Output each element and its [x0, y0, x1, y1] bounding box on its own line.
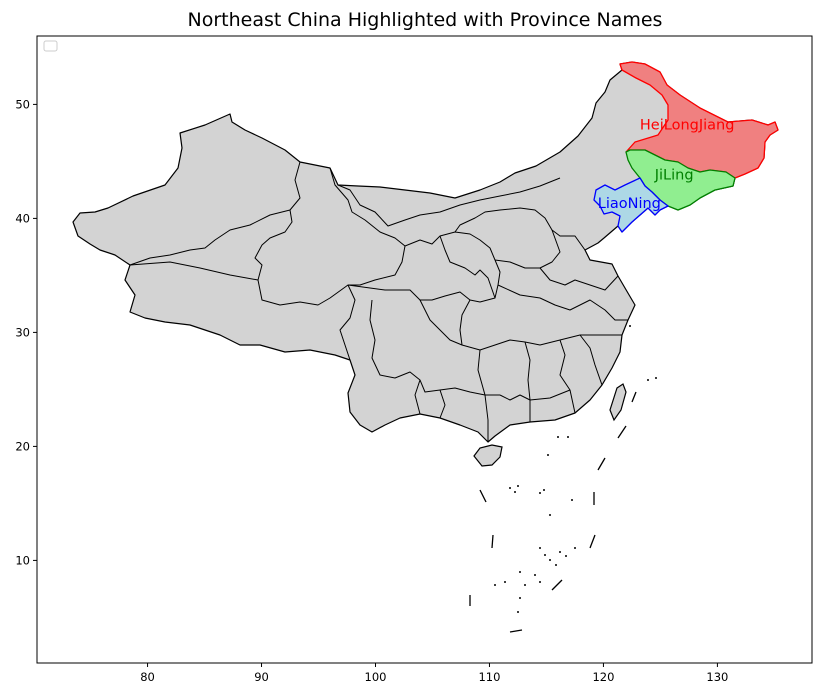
province-label-jiling: JiLing	[654, 168, 694, 184]
province-label-liaoning: LiaoNing	[598, 196, 661, 212]
y-tick-label: 40	[15, 211, 30, 225]
x-tick-label: 80	[140, 670, 155, 684]
y-tick-label: 20	[15, 439, 30, 453]
legend-box	[43, 40, 58, 52]
y-tick-label: 50	[15, 97, 30, 111]
x-tick-label: 90	[254, 670, 269, 684]
province-labels: HeiLongJiang JiLing LiaoNing	[598, 117, 735, 212]
x-tick-label: 110	[478, 670, 500, 684]
taiwan-island	[609, 383, 627, 422]
x-axis: 80 90 100 110 120 130	[140, 663, 728, 684]
x-tick-label: 100	[365, 670, 387, 684]
y-tick-label: 10	[15, 553, 30, 567]
south-china-sea-islands	[469, 391, 637, 633]
internal-borders	[129, 161, 628, 442]
province-liaoning	[593, 177, 669, 233]
x-tick-label: 120	[592, 670, 614, 684]
x-tick-label: 130	[706, 670, 728, 684]
islet-dots	[494, 325, 657, 613]
chart-title: Northeast China Highlighted with Provinc…	[188, 9, 663, 31]
hainan-island	[473, 444, 503, 467]
y-axis: 10 20 30 40 50	[15, 97, 37, 567]
y-tick-label: 30	[15, 325, 30, 339]
province-label-heilongjiang: HeiLongJiang	[640, 117, 735, 133]
